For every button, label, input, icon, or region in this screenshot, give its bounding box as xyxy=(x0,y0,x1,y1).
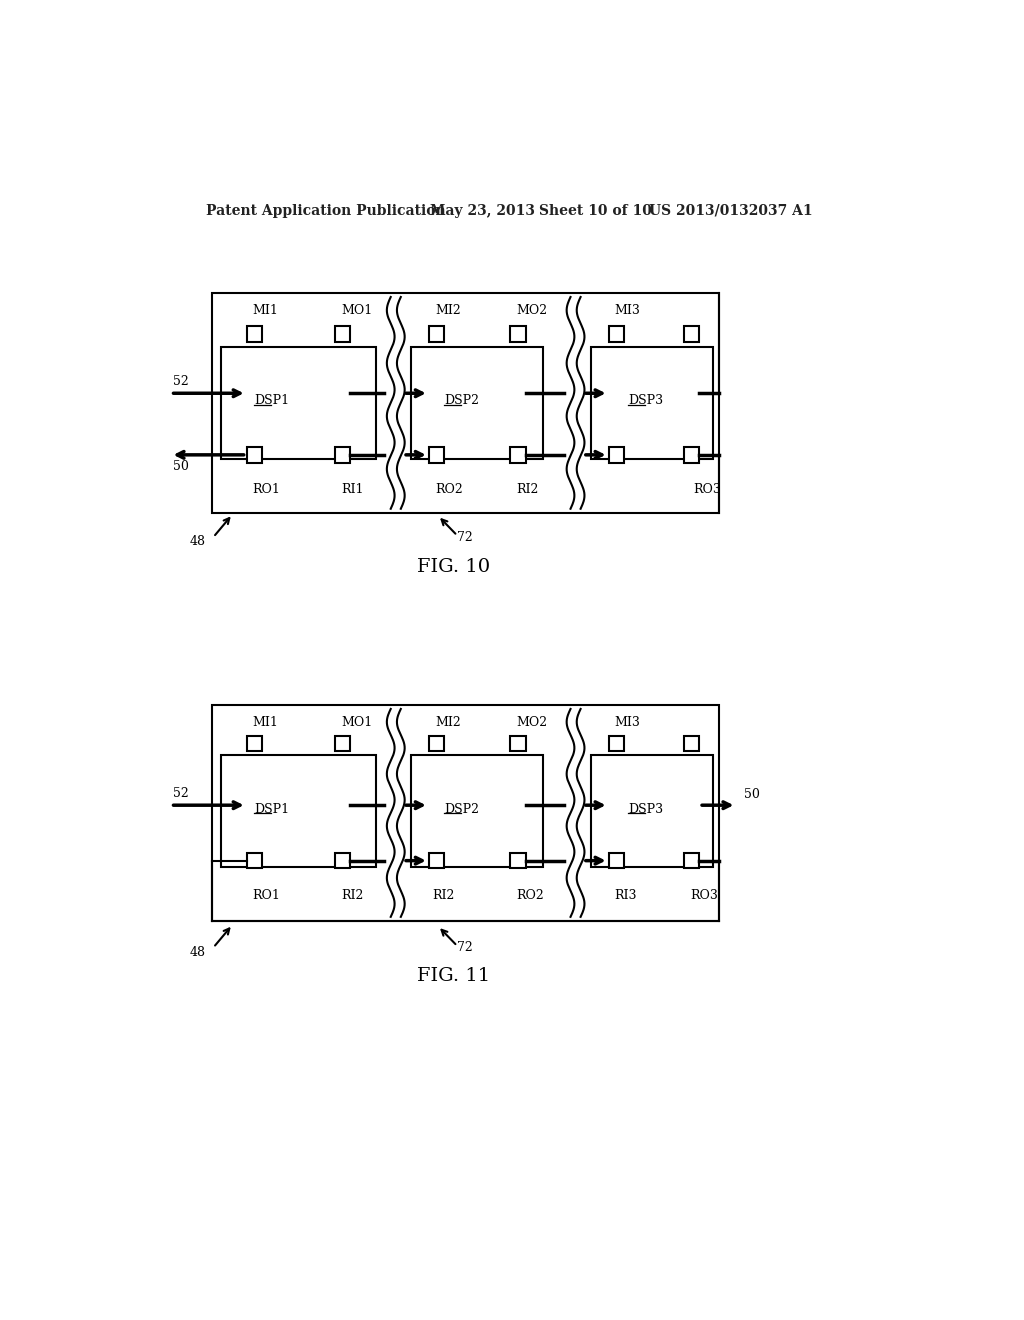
Text: 48: 48 xyxy=(189,536,206,548)
Bar xyxy=(608,326,624,342)
Text: US 2013/0132037 A1: US 2013/0132037 A1 xyxy=(649,203,812,218)
Bar xyxy=(335,853,350,869)
Bar xyxy=(212,705,719,921)
Text: DSP2: DSP2 xyxy=(444,395,479,408)
Bar xyxy=(684,853,699,869)
Text: 52: 52 xyxy=(173,375,188,388)
Text: Patent Application Publication: Patent Application Publication xyxy=(206,203,445,218)
Text: 50: 50 xyxy=(173,459,188,473)
Bar xyxy=(212,293,719,512)
Text: RO2: RO2 xyxy=(435,483,463,496)
Text: 52: 52 xyxy=(173,787,188,800)
Bar xyxy=(429,326,444,342)
Text: RO3: RO3 xyxy=(690,888,718,902)
Text: RI2: RI2 xyxy=(432,888,455,902)
Text: May 23, 2013: May 23, 2013 xyxy=(430,203,536,218)
Text: RO2: RO2 xyxy=(516,888,544,902)
Text: RI2: RI2 xyxy=(341,888,364,902)
Text: FIG. 11: FIG. 11 xyxy=(417,968,490,985)
Text: MO1: MO1 xyxy=(341,717,373,730)
Bar xyxy=(608,447,624,462)
Text: RO1: RO1 xyxy=(253,483,281,496)
Text: MI2: MI2 xyxy=(435,717,461,730)
Bar xyxy=(221,347,376,459)
Text: RO3: RO3 xyxy=(693,483,721,496)
Text: 50: 50 xyxy=(744,788,760,801)
Bar xyxy=(335,737,350,751)
Bar xyxy=(335,447,350,462)
Text: 72: 72 xyxy=(458,531,473,544)
Text: MI1: MI1 xyxy=(253,717,279,730)
Text: DSP2: DSP2 xyxy=(444,803,479,816)
Text: DSP1: DSP1 xyxy=(254,395,290,408)
Bar xyxy=(510,447,525,462)
Text: MI3: MI3 xyxy=(614,717,641,730)
Bar xyxy=(510,853,525,869)
Bar xyxy=(247,326,262,342)
Text: MI1: MI1 xyxy=(253,305,279,317)
Bar xyxy=(247,853,262,869)
Bar xyxy=(608,853,624,869)
Text: MO2: MO2 xyxy=(516,305,548,317)
Bar xyxy=(335,326,350,342)
Bar xyxy=(247,737,262,751)
Text: MO2: MO2 xyxy=(516,717,548,730)
Bar xyxy=(684,737,699,751)
Text: DSP3: DSP3 xyxy=(628,803,663,816)
Bar xyxy=(510,737,525,751)
Bar xyxy=(411,755,543,867)
Text: RI2: RI2 xyxy=(516,483,539,496)
Bar xyxy=(684,326,699,342)
Bar xyxy=(221,755,376,867)
Bar xyxy=(608,737,624,751)
Bar xyxy=(510,326,525,342)
Bar xyxy=(411,347,543,459)
Text: MI2: MI2 xyxy=(435,305,461,317)
Bar xyxy=(591,347,713,459)
Text: FIG. 10: FIG. 10 xyxy=(417,557,490,576)
Text: MI3: MI3 xyxy=(614,305,641,317)
Text: Sheet 10 of 10: Sheet 10 of 10 xyxy=(539,203,651,218)
Bar xyxy=(247,447,262,462)
Text: MO1: MO1 xyxy=(341,305,373,317)
Text: 72: 72 xyxy=(458,941,473,954)
Bar xyxy=(684,447,699,462)
Bar xyxy=(429,447,444,462)
Text: DSP1: DSP1 xyxy=(254,803,290,816)
Text: 48: 48 xyxy=(189,945,206,958)
Text: RO1: RO1 xyxy=(253,888,281,902)
Bar xyxy=(429,853,444,869)
Text: RI1: RI1 xyxy=(341,483,364,496)
Text: RI3: RI3 xyxy=(614,888,637,902)
Text: DSP3: DSP3 xyxy=(628,395,663,408)
Bar xyxy=(591,755,713,867)
Bar xyxy=(429,737,444,751)
